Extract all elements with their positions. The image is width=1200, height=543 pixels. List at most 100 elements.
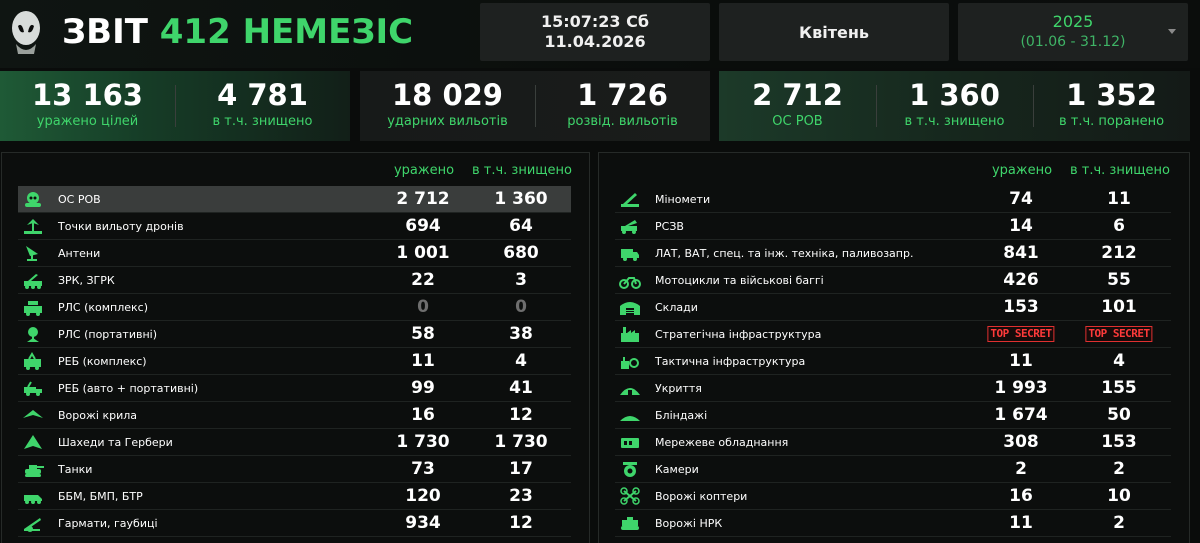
howitzer-icon bbox=[24, 518, 41, 532]
stat-value: 1 352 bbox=[1066, 78, 1157, 112]
value-hit: 99 bbox=[411, 378, 435, 398]
motorcycle-icon bbox=[619, 277, 641, 289]
row-label: РЕБ (комплекс) bbox=[58, 355, 147, 368]
warehouse-icon bbox=[620, 302, 640, 315]
row-label: РЛС (портативні) bbox=[58, 328, 158, 341]
table-row[interactable]: Шахеди та Гербери 1 730 1 730 bbox=[18, 429, 571, 456]
clock-date: 11.04.2026 bbox=[544, 32, 646, 51]
clock-time: 15:07:23 Сб bbox=[540, 12, 650, 31]
title-unit: 412 НЕМЕЗІС bbox=[159, 12, 414, 52]
table-row[interactable]: РЛС (портативні) 58 38 bbox=[18, 321, 571, 348]
value-destroyed: 4 bbox=[515, 351, 527, 371]
value-destroyed: 38 bbox=[509, 324, 533, 344]
value-destroyed: 17 bbox=[509, 459, 533, 479]
table-row[interactable]: ББМ, БМП, БТР 120 23 bbox=[18, 483, 571, 510]
value-destroyed: 2 bbox=[1113, 513, 1125, 533]
table-row[interactable]: Укриття 1 993 155 bbox=[615, 375, 1171, 402]
value-destroyed: 1 730 bbox=[494, 432, 548, 452]
truck-icon bbox=[621, 249, 639, 261]
alien-logo-icon bbox=[12, 11, 40, 54]
stat-label: в т.ч. поранено bbox=[1058, 114, 1165, 129]
table-row[interactable]: Гармати, гаубиці 934 12 bbox=[18, 510, 571, 537]
stat-card: 18 029 ударних вильотів bbox=[360, 71, 535, 141]
row-label: Тактична інфраструктура bbox=[655, 355, 806, 368]
column-header-destroyed: в т.ч. знищено bbox=[471, 163, 573, 178]
value-hit: 11 bbox=[1009, 351, 1033, 371]
shahed-icon bbox=[24, 435, 42, 449]
value-hit: 11 bbox=[411, 351, 435, 371]
top-secret-stamp: TOP SECRET bbox=[1085, 326, 1153, 342]
value-hit: 2 bbox=[1015, 459, 1027, 479]
stat-label: ОС РОВ bbox=[772, 114, 823, 129]
table-row[interactable]: Склади 153 101 bbox=[615, 294, 1171, 321]
table-row[interactable]: Бліндажі 1 674 50 bbox=[615, 402, 1171, 429]
table-row[interactable]: Точки вильоту дронів 694 64 bbox=[18, 213, 571, 240]
stats-group-sorties: 18 029 ударних вильотів 1 726 розвід. ви… bbox=[360, 71, 710, 141]
value-destroyed: 6 bbox=[1113, 216, 1125, 236]
value-destroyed: 64 bbox=[509, 216, 533, 236]
table-row[interactable]: Стратегічна інфраструктура TOP SECRET TOP … bbox=[615, 321, 1171, 348]
table-row[interactable]: Міномети 74 11 bbox=[615, 186, 1171, 213]
row-label: Ворожі крила bbox=[58, 409, 137, 422]
year-selector[interactable]: 2025 (01.06 - 31.12) bbox=[958, 3, 1188, 61]
tank-icon bbox=[25, 465, 44, 477]
value-hit: 74 bbox=[1009, 189, 1033, 209]
radar-complex-icon bbox=[24, 301, 42, 316]
value-hit: 841 bbox=[1003, 243, 1039, 263]
table-row[interactable]: РЕБ (комплекс) 11 4 bbox=[18, 348, 571, 375]
right-table-rows: Міномети 74 11 РСЗВ 14 6 ЛАТ, ВАТ, спец. та ін… bbox=[615, 186, 1171, 537]
camera-icon bbox=[623, 462, 637, 477]
value-destroyed: 4 bbox=[1113, 351, 1125, 371]
month-selector[interactable]: Квітень bbox=[719, 3, 949, 61]
year-range: (01.06 - 31.12) bbox=[1020, 34, 1126, 50]
mortar-icon bbox=[621, 193, 639, 207]
header: ЗВІТ 412 НЕМЕЗІС 15:07:23 Сб 11.04.2026 … bbox=[0, 0, 1200, 68]
stat-value: 18 029 bbox=[392, 78, 503, 112]
radar-portable-icon bbox=[27, 327, 39, 342]
value-destroyed: 0 bbox=[515, 297, 527, 317]
table-row[interactable]: РСЗВ 14 6 bbox=[615, 213, 1171, 240]
table-row[interactable]: ОС РОВ 2 712 1 360 bbox=[18, 186, 571, 213]
table-row[interactable]: Ворожі коптери 16 10 bbox=[615, 483, 1171, 510]
mlrs-icon bbox=[621, 220, 637, 234]
stats-group-targets: 13 163 уражено цілей 4 781 в т.ч. знищен… bbox=[0, 71, 350, 141]
table-row[interactable]: ЛАТ, ВАТ, спец. та інж. техніка, паливоз… bbox=[615, 240, 1171, 267]
row-label: РЛС (комплекс) bbox=[58, 301, 149, 314]
left-table-panel: уражено в т.ч. знищено ОС РОВ 2 712 1 360 Т… bbox=[1, 152, 590, 543]
value-destroyed: 212 bbox=[1101, 243, 1137, 263]
column-header-hit: уражено bbox=[991, 163, 1053, 178]
row-label: Точки вильоту дронів bbox=[58, 220, 184, 233]
table-row[interactable]: Тактична інфраструктура 11 4 bbox=[615, 348, 1171, 375]
row-label: РСЗВ bbox=[655, 220, 684, 233]
table-row[interactable]: ЗРК, ЗГРК 22 3 bbox=[18, 267, 571, 294]
table-row[interactable]: РЛС (комплекс) 0 0 bbox=[18, 294, 571, 321]
table-row[interactable]: Мережеве обладнання 308 153 bbox=[615, 429, 1171, 456]
value-hit: 426 bbox=[1003, 270, 1039, 290]
page-title: ЗВІТ 412 НЕМЕЗІС bbox=[62, 8, 413, 56]
value-hit: 1 674 bbox=[994, 405, 1048, 425]
table-row[interactable]: Мотоцикли та військові баггі 426 55 bbox=[615, 267, 1171, 294]
shelter-icon bbox=[620, 388, 640, 395]
row-label: ББМ, БМП, БТР bbox=[58, 490, 143, 503]
stat-label: розвід. вильотів bbox=[567, 114, 678, 129]
value-hit: 934 bbox=[405, 513, 441, 533]
table-row[interactable]: РЕБ (авто + портативні) 99 41 bbox=[18, 375, 571, 402]
table-row[interactable]: Танки 73 17 bbox=[18, 456, 571, 483]
table-row[interactable]: Антени 1 001 680 bbox=[18, 240, 571, 267]
stat-card: 13 163 уражено цілей bbox=[0, 71, 175, 141]
value-destroyed: 155 bbox=[1101, 378, 1137, 398]
network-icon bbox=[621, 438, 639, 448]
chevron-down-icon[interactable] bbox=[1168, 29, 1176, 34]
value-destroyed: 680 bbox=[503, 243, 539, 263]
stat-label: в т.ч. знищено bbox=[904, 114, 1005, 129]
row-label: ЛАТ, ВАТ, спец. та інж. техніка, паливоз… bbox=[655, 247, 914, 260]
value-hit: 308 bbox=[1003, 432, 1039, 452]
table-row[interactable]: Камери 2 2 bbox=[615, 456, 1171, 483]
air-defense-icon bbox=[24, 274, 42, 289]
value-hit: 14 bbox=[1009, 216, 1033, 236]
top-secret-stamp: TOP SECRET bbox=[987, 326, 1055, 342]
table-row[interactable]: Ворожі НРК 11 2 bbox=[615, 510, 1171, 537]
right-table-panel: уражено в т.ч. знищено Міномети 74 11 РСЗВ 1… bbox=[598, 152, 1190, 543]
stat-card: 1 726 розвід. вильотів bbox=[535, 71, 710, 141]
table-row[interactable]: Ворожі крила 16 12 bbox=[18, 402, 571, 429]
